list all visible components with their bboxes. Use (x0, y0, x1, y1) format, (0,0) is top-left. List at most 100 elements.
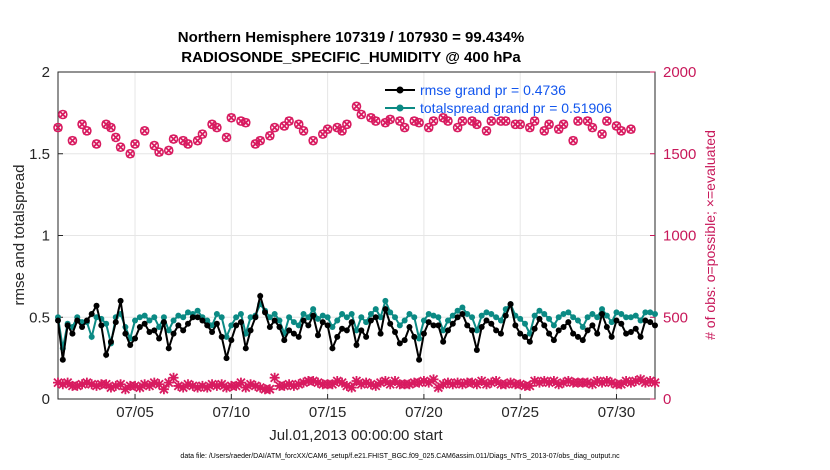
rmse-point-20 (151, 327, 158, 334)
possible-cross-50 (294, 120, 303, 129)
possible-cross-99 (530, 116, 539, 126)
evaluated-point-2 (62, 377, 73, 388)
possible-cross-42 (256, 136, 265, 145)
possible-point-1 (58, 109, 68, 120)
rmse-point-43 (262, 309, 269, 316)
rmse-point-31 (204, 322, 211, 329)
rmse-point-115 (608, 333, 615, 340)
evaluated-point-51 (298, 377, 309, 388)
totalspread-point-38 (237, 310, 244, 317)
rmse-point-36 (228, 337, 235, 344)
evaluated-point-110 (582, 377, 593, 388)
possible-point-55 (317, 129, 328, 139)
possible-cross-39 (241, 118, 250, 127)
totalspread-point-53 (310, 306, 317, 313)
x-axis: 07/05 07/10 07/15 07/20 07/25 07/30 (116, 394, 635, 421)
evaluated-point-48 (284, 379, 295, 390)
possible-cross-80 (439, 113, 448, 122)
rmse-point-90 (488, 320, 495, 327)
possible-cross-89 (482, 126, 491, 135)
evaluated-point-12 (110, 380, 121, 391)
totalspread-point-45 (271, 310, 278, 317)
possible-cross-63 (357, 110, 366, 119)
evaluated-point-28 (187, 380, 198, 391)
evaluated-point-123 (645, 376, 656, 387)
rmse-point-86 (469, 327, 476, 334)
possible-cross-51 (299, 126, 308, 135)
evaluated-point-32 (207, 379, 218, 390)
possible-point-16 (130, 139, 140, 149)
rmse-point-93 (502, 312, 509, 319)
possible-cross-58 (333, 123, 342, 132)
rmse-point-27 (184, 320, 191, 327)
rmse-point-58 (334, 333, 341, 340)
x-tick-label-0: 07/05 (116, 404, 154, 421)
totalspread-point-77 (425, 310, 432, 317)
rmse-point-25 (175, 322, 182, 329)
rmse-point-44 (266, 324, 273, 331)
possible-cross-11 (106, 123, 116, 132)
totalspread-point-78 (430, 312, 437, 319)
data-file-footer: data file: /Users/raeder/DAI/ATM_forcXX/… (180, 453, 620, 460)
rmse-point-3 (69, 330, 76, 337)
x-tick-label-3: 07/20 (405, 404, 443, 421)
totalspread-point-89 (483, 309, 490, 316)
totalspread-point-110 (584, 314, 591, 321)
rmse-point-45 (271, 317, 278, 324)
possible-cross-119 (626, 125, 636, 134)
evaluated-point-41 (250, 380, 261, 391)
evaluated-point-118 (621, 376, 632, 387)
legend-rmse-marker (396, 86, 404, 94)
possible-cross-69 (386, 115, 395, 124)
totalspread-point-23 (165, 327, 172, 334)
possible-cross-83 (453, 123, 462, 132)
evaluated-point-40 (245, 379, 256, 390)
evaluated-point-84 (457, 379, 468, 390)
rmse-point-118 (623, 330, 630, 337)
totalspread-point-46 (276, 317, 283, 324)
rmse-point-95 (512, 322, 519, 329)
possible-point-102 (544, 119, 554, 130)
possible-point-23 (163, 145, 174, 156)
rmse-point-59 (339, 325, 346, 332)
possible-cross-77 (424, 123, 433, 132)
totalspread-point-71 (396, 322, 403, 329)
totalspread-point-85 (464, 310, 471, 317)
possible-cross-13 (116, 143, 125, 152)
evaluated-point-102 (544, 377, 555, 388)
series-possible (53, 101, 636, 159)
rmse-point-60 (343, 327, 350, 334)
possible-point-104 (553, 124, 564, 135)
evaluated-point-45 (269, 372, 280, 383)
possible-cross-96 (516, 120, 525, 129)
rmse-point-100 (536, 315, 543, 322)
rmse-point-121 (637, 333, 644, 340)
totalspread-point-49 (290, 319, 297, 326)
evaluated-point-99 (529, 376, 540, 387)
possible-point-107 (568, 135, 578, 146)
rmse-point-15 (127, 342, 134, 349)
rmse-point-110 (584, 327, 591, 334)
rmse-point-54 (314, 332, 321, 339)
evaluated-point-20 (149, 377, 160, 388)
rmse-point-99 (531, 325, 538, 332)
rmse-point-8 (93, 302, 100, 309)
legend-totalspread-label: totalspread grand pr = 0.51906 (420, 100, 612, 116)
rmse-point-76 (420, 330, 427, 337)
totalspread-point-32 (209, 322, 216, 329)
rmse-point-82 (449, 320, 456, 327)
totalspread-point-88 (478, 312, 485, 319)
totalspread-point-79 (435, 314, 442, 321)
possible-cross-45 (270, 123, 279, 132)
totalspread-point-65 (367, 310, 374, 317)
rmse-point-98 (526, 338, 533, 345)
totalspread-point-90 (488, 310, 495, 317)
possible-point-50 (293, 119, 304, 130)
possible-point-56 (322, 124, 333, 135)
rmse-point-117 (618, 320, 625, 327)
rmse-point-81 (444, 327, 451, 334)
rmse-point-13 (117, 297, 124, 304)
evaluated-point-67 (375, 377, 386, 388)
evaluated-point-96 (515, 379, 526, 390)
rmse-point-96 (517, 330, 524, 337)
